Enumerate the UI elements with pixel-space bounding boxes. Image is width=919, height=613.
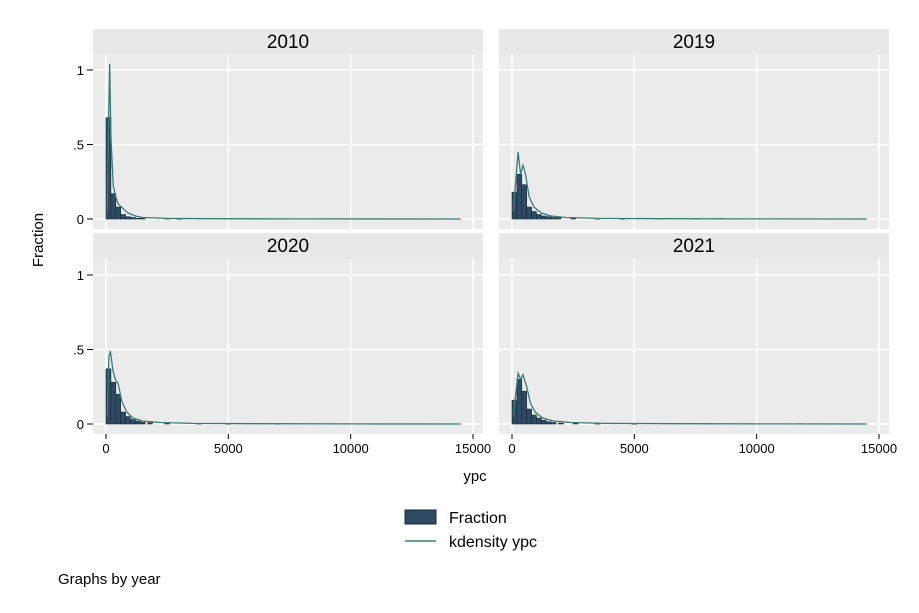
panel-title: 2010 <box>267 32 309 53</box>
histogram-bar <box>516 173 523 220</box>
plot-area <box>93 54 483 229</box>
histogram-bar <box>115 206 121 220</box>
x-tick-label: 10000 <box>333 441 369 456</box>
histogram-bar <box>555 217 562 220</box>
histogram-bar <box>125 416 131 425</box>
histogram-bar <box>541 215 547 220</box>
histogram-bar <box>139 421 146 425</box>
panel-2010: 2010 0 .5 1 <box>73 29 483 229</box>
panel-title: 2019 <box>673 32 715 53</box>
x-tick-label: 0 <box>508 441 515 456</box>
legend: Fraction kdensity ypc <box>404 509 537 551</box>
plot-area <box>499 54 889 229</box>
panel-strip <box>93 29 483 54</box>
y-tick-label: 0 <box>77 212 84 227</box>
x-tick-label: 0 <box>102 441 109 456</box>
y-tick-label: .5 <box>73 342 84 357</box>
x-tick-label: 15000 <box>861 441 897 456</box>
kdensity-line <box>106 350 461 425</box>
kdensity-line <box>512 151 867 220</box>
histogram-bar <box>572 423 579 425</box>
kdensity-line <box>512 370 867 425</box>
panel-2020: 2020 0 .5 1 0 5000 10000 15000 <box>73 233 491 456</box>
y-tick-label: 0 <box>77 417 84 432</box>
histogram-bar <box>135 420 141 425</box>
histogram-bar <box>147 422 153 425</box>
histogram-bar <box>536 214 542 220</box>
histogram-bar <box>125 216 131 220</box>
histogram-bar <box>526 408 532 425</box>
panel-strip <box>499 29 889 54</box>
histogram-bar <box>130 419 136 425</box>
histogram-bar <box>545 421 552 425</box>
histogram-bar <box>516 378 523 425</box>
histogram-bar <box>545 216 552 220</box>
x-tick-label: 5000 <box>214 441 243 456</box>
y-tick-label: 1 <box>77 63 84 78</box>
histogram-bar <box>541 419 547 425</box>
plot-area <box>499 259 889 434</box>
histogram-bar <box>550 217 557 220</box>
histogram-bar <box>521 184 527 220</box>
graphs-by-note: Graphs by year <box>58 571 161 588</box>
y-tick-label: 1 <box>77 268 84 283</box>
histogram-bar <box>550 422 557 425</box>
legend-label-fraction: Fraction <box>449 510 507 527</box>
legend-label-kdensity: kdensity ypc <box>449 534 537 551</box>
histogram-bar <box>135 217 141 220</box>
legend-swatch-fraction <box>404 509 437 525</box>
panel-strip <box>499 233 889 259</box>
y-axis-title: Fraction <box>30 213 47 267</box>
histogram-bar <box>110 381 117 425</box>
panel-2019: 2019 <box>499 29 889 229</box>
histogram-bar <box>531 414 537 425</box>
histogram-bar <box>139 218 146 220</box>
histogram-bar <box>531 211 537 220</box>
histogram-bar <box>558 422 564 425</box>
panel-2021: 2021 0 5000 10000 15000 <box>499 233 897 456</box>
plot-area <box>93 259 483 434</box>
y-tick-label: .5 <box>73 137 84 152</box>
panel-title: 2020 <box>267 236 309 257</box>
x-tick-label: 15000 <box>455 441 491 456</box>
histogram-bar <box>120 214 126 220</box>
histogram-bar <box>115 393 121 425</box>
histogram-bar <box>526 206 532 220</box>
panel-strip <box>93 233 483 259</box>
histogram-bar <box>521 390 527 425</box>
x-axis-title: ypc <box>463 468 487 485</box>
histogram-bar <box>120 411 126 425</box>
kdensity-line <box>106 63 461 220</box>
panel-title: 2021 <box>673 236 715 257</box>
histogram-bar <box>110 193 117 220</box>
histogram-bar <box>570 218 576 220</box>
x-tick-label: 5000 <box>620 441 649 456</box>
x-tick-label: 10000 <box>739 441 775 456</box>
histogram-bar <box>164 423 170 425</box>
histogram-bar <box>130 217 136 220</box>
histogram-bar <box>536 417 542 425</box>
